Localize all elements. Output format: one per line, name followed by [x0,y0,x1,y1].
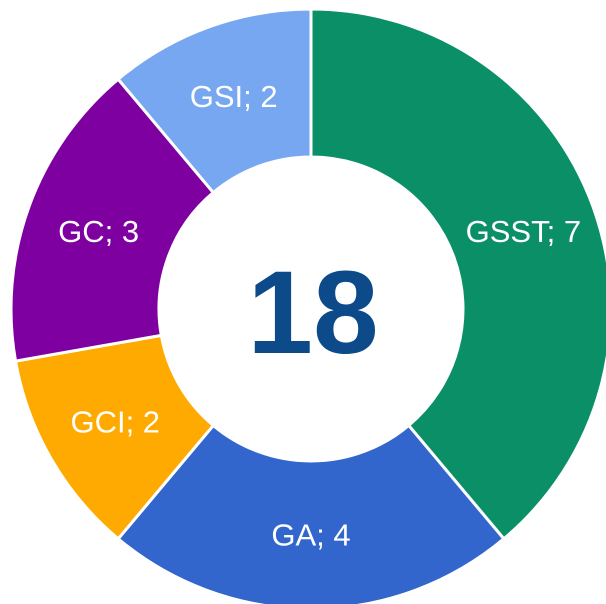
slice-label: GCI; 2 [70,405,160,440]
slice-label: GSI; 2 [190,79,278,114]
donut-slice [9,77,216,363]
center-total: 18 [247,247,378,379]
slice-label: GSST; 7 [466,214,581,249]
donut-slice [309,7,606,541]
donut-slice [116,423,506,604]
slice-label: GC; 3 [58,214,139,249]
donut-slice [116,7,313,195]
slice-label: GA; 4 [271,518,350,553]
